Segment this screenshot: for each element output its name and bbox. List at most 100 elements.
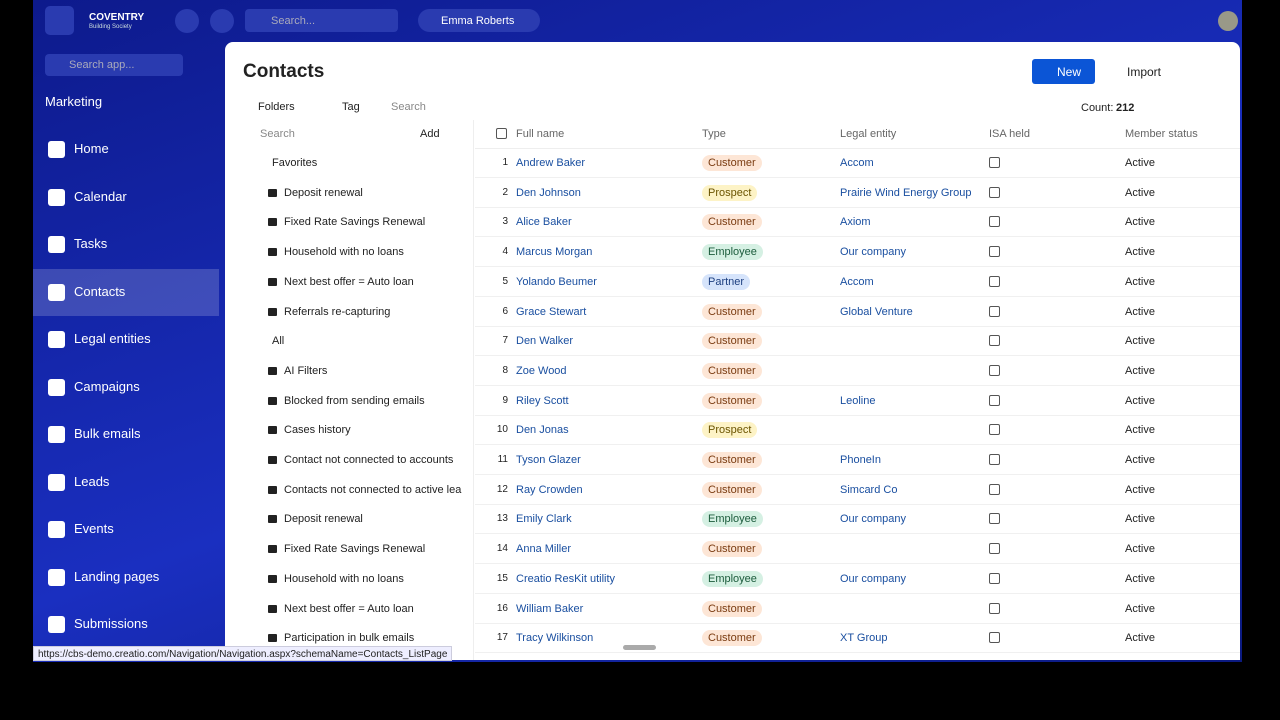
- folder-item[interactable]: Deposit renewal: [284, 186, 363, 199]
- isa-checkbox[interactable]: [989, 394, 1000, 406]
- row-number: 8: [502, 364, 508, 376]
- contact-name[interactable]: Zoe Wood: [516, 364, 567, 377]
- contact-name[interactable]: Tracy Wilkinson: [516, 632, 594, 645]
- isa-checkbox[interactable]: [989, 572, 1000, 584]
- legal-entity[interactable]: Accom: [840, 157, 874, 169]
- legal-entity[interactable]: XT Group: [840, 632, 888, 645]
- folders-button[interactable]: Folders: [258, 101, 295, 113]
- workspace[interactable]: Marketing: [45, 94, 103, 109]
- type-pill: Customer: [702, 333, 762, 350]
- list-search[interactable]: Search: [391, 101, 426, 113]
- nav-item[interactable]: Leads: [33, 459, 219, 506]
- global-search[interactable]: Search...: [245, 9, 398, 32]
- import-button[interactable]: Import: [1127, 65, 1162, 79]
- contact-name[interactable]: Alice Baker: [516, 216, 572, 229]
- contact-name[interactable]: Emily Clark: [516, 513, 572, 526]
- contact-name[interactable]: Ray Crowden: [516, 483, 583, 496]
- header-line: [475, 148, 1240, 149]
- isa-checkbox[interactable]: [989, 364, 1000, 376]
- nav-item[interactable]: Submissions: [33, 601, 219, 648]
- new-button[interactable]: New: [1032, 59, 1095, 84]
- nav-item[interactable]: Calendar: [33, 174, 219, 221]
- tag-button[interactable]: Tag: [342, 101, 360, 113]
- isa-checkbox[interactable]: [989, 305, 1000, 317]
- legal-entity[interactable]: Our company: [840, 246, 907, 259]
- isa-checkbox[interactable]: [989, 275, 1000, 287]
- contact-name[interactable]: Anna Miller: [516, 543, 572, 556]
- contact-name[interactable]: Grace Stewart: [516, 305, 587, 318]
- isa-checkbox[interactable]: [989, 157, 1000, 168]
- isa-checkbox[interactable]: [989, 186, 1000, 198]
- nav-icon: [48, 331, 65, 348]
- folder-item[interactable]: Household with no loans: [284, 246, 404, 259]
- row-line: [475, 355, 1240, 357]
- user-chip[interactable]: Emma Roberts: [418, 9, 540, 32]
- contact-name[interactable]: Tyson Glazer: [516, 454, 581, 466]
- row-number: 12: [496, 483, 508, 495]
- contact-name[interactable]: Den Johnson: [516, 186, 581, 199]
- legal-entity[interactable]: Accom: [840, 275, 874, 288]
- legal-entity[interactable]: Our company: [840, 513, 907, 526]
- nav-item[interactable]: Home: [33, 126, 219, 173]
- nav-item[interactable]: Campaigns: [33, 364, 219, 411]
- folder-item[interactable]: Cases history: [284, 424, 351, 437]
- row-line: [475, 384, 1240, 386]
- app-grid[interactable]: [45, 6, 74, 35]
- nav-label: Home: [74, 141, 109, 156]
- contact-name[interactable]: William Baker: [516, 602, 584, 615]
- legal-entity[interactable]: Simcard Co: [840, 483, 898, 496]
- nav-icon: [48, 473, 65, 491]
- contact-name[interactable]: Den Walker: [516, 335, 574, 348]
- isa-checkbox[interactable]: [989, 424, 1000, 436]
- folder-group: Favorites: [272, 157, 318, 169]
- legal-entity[interactable]: PhoneIn: [840, 454, 881, 466]
- isa-checkbox[interactable]: [989, 216, 1000, 228]
- isa-checkbox[interactable]: [989, 246, 1000, 258]
- nav-item[interactable]: Contacts: [33, 268, 219, 316]
- folder-item[interactable]: Fixed Rate Savings Renewal: [284, 216, 426, 229]
- legal-entity[interactable]: Our company: [840, 572, 907, 585]
- legal-entity[interactable]: Axiom: [840, 216, 871, 229]
- isa-checkbox[interactable]: [989, 513, 1000, 525]
- isa-checkbox[interactable]: [989, 632, 1000, 644]
- folder-item[interactable]: Fixed Rate Savings Renewal: [284, 543, 426, 556]
- isa-checkbox[interactable]: [989, 602, 1000, 614]
- folder-item[interactable]: AI Filters: [284, 364, 328, 377]
- contact-name[interactable]: Marcus Morgan: [516, 246, 593, 259]
- nav-item[interactable]: Legal entities: [33, 316, 219, 363]
- folder-add[interactable]: Add: [420, 128, 440, 140]
- nav-item[interactable]: Events: [33, 506, 219, 553]
- contact-name[interactable]: Creatio ResKit utility: [516, 572, 616, 585]
- legal-entity[interactable]: Global Venture: [840, 305, 913, 318]
- nav-item[interactable]: Landing pages: [33, 554, 219, 601]
- folder-item[interactable]: Participation in bulk emails: [284, 632, 415, 645]
- legal-entity[interactable]: Leoline: [840, 394, 876, 407]
- contact-name[interactable]: Den Jonas: [516, 424, 569, 437]
- play-button[interactable]: [175, 9, 199, 33]
- avatar[interactable]: [1218, 11, 1238, 31]
- select-all[interactable]: [496, 128, 507, 139]
- isa-checkbox[interactable]: [989, 454, 1000, 465]
- contact-name[interactable]: Yolando Beumer: [516, 275, 597, 288]
- contact-name[interactable]: Riley Scott: [516, 394, 569, 407]
- add-button[interactable]: [210, 9, 234, 33]
- contact-name[interactable]: Andrew Baker: [516, 157, 586, 169]
- folder-item[interactable]: Next best offer = Auto loan: [284, 275, 414, 288]
- isa-checkbox[interactable]: [989, 483, 1000, 495]
- folder-item[interactable]: Next best offer = Auto loan: [284, 602, 414, 615]
- folder-search[interactable]: Search: [260, 128, 295, 140]
- nav-item[interactable]: Tasks: [33, 221, 219, 268]
- member-status: Active: [1125, 632, 1155, 645]
- folder-item[interactable]: Deposit renewal: [284, 513, 363, 526]
- folder-item[interactable]: Household with no loans: [284, 572, 404, 585]
- app-search[interactable]: Search app...: [45, 54, 183, 76]
- folder-item[interactable]: Blocked from sending emails: [284, 394, 425, 407]
- legal-entity[interactable]: Prairie Wind Energy Group: [840, 186, 972, 199]
- folder-item[interactable]: Contact not connected to accounts: [284, 454, 454, 466]
- folder-item[interactable]: Contacts not connected to active lea: [284, 483, 462, 496]
- isa-checkbox[interactable]: [989, 543, 1000, 555]
- nav-item[interactable]: Bulk emails: [33, 411, 219, 458]
- folder-icon: [268, 396, 277, 405]
- folder-item[interactable]: Referrals re-capturing: [284, 305, 391, 318]
- isa-checkbox[interactable]: [989, 335, 1000, 347]
